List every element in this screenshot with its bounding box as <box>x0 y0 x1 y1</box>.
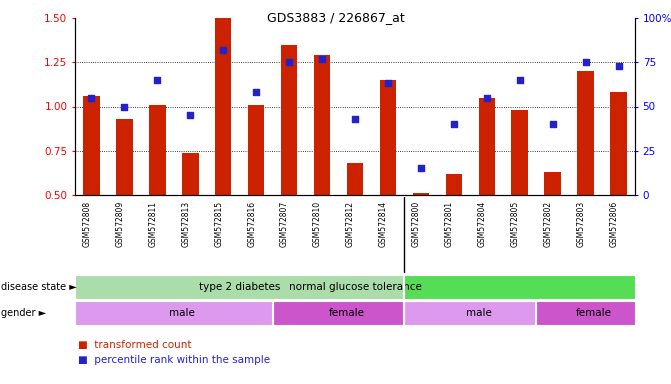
Point <box>251 89 262 95</box>
Bar <box>248 105 264 195</box>
Bar <box>75 301 272 325</box>
Bar <box>347 163 363 195</box>
Text: gender ►: gender ► <box>1 308 46 318</box>
Point <box>580 59 591 65</box>
Point <box>350 116 360 122</box>
Text: GSM572802: GSM572802 <box>544 201 553 247</box>
Text: GSM572801: GSM572801 <box>445 201 454 247</box>
Text: ■  percentile rank within the sample: ■ percentile rank within the sample <box>79 355 270 365</box>
Bar <box>511 110 528 195</box>
Bar <box>611 92 627 195</box>
Text: female: female <box>576 308 612 318</box>
Text: GSM572809: GSM572809 <box>115 201 124 247</box>
Text: GDS3883 / 226867_at: GDS3883 / 226867_at <box>266 12 405 25</box>
Point <box>613 63 624 69</box>
Point <box>515 77 525 83</box>
Point <box>119 103 130 109</box>
Text: disease state ►: disease state ► <box>1 282 77 292</box>
Bar <box>116 119 133 195</box>
Bar <box>446 174 462 195</box>
Text: normal glucose tolerance: normal glucose tolerance <box>289 282 421 292</box>
Point <box>185 112 196 118</box>
Text: male: male <box>169 308 195 318</box>
Text: GSM572815: GSM572815 <box>214 201 223 247</box>
Bar <box>75 275 405 299</box>
Bar <box>83 96 100 195</box>
Text: female: female <box>329 308 365 318</box>
Point <box>382 80 393 86</box>
Point <box>284 59 295 65</box>
Text: GSM572816: GSM572816 <box>247 201 256 247</box>
Text: GSM572814: GSM572814 <box>379 201 388 247</box>
Bar <box>478 98 495 195</box>
Text: GSM572803: GSM572803 <box>576 201 586 247</box>
Text: GSM572807: GSM572807 <box>280 201 289 247</box>
Point <box>415 166 426 172</box>
Text: GSM572812: GSM572812 <box>346 201 355 247</box>
Point <box>218 47 229 53</box>
Point <box>481 94 492 101</box>
Bar <box>536 301 635 325</box>
Bar <box>281 45 297 195</box>
Point <box>152 77 163 83</box>
Text: male: male <box>466 308 491 318</box>
Text: GSM572806: GSM572806 <box>609 201 619 247</box>
Bar <box>405 301 536 325</box>
Bar <box>405 275 635 299</box>
Text: ■  transformed count: ■ transformed count <box>79 340 192 350</box>
Point <box>548 121 558 127</box>
Bar <box>380 80 396 195</box>
Text: GSM572811: GSM572811 <box>148 201 158 247</box>
Bar <box>149 105 166 195</box>
Text: type 2 diabetes: type 2 diabetes <box>199 282 280 292</box>
Bar <box>413 193 429 195</box>
Bar <box>182 152 199 195</box>
Text: GSM572805: GSM572805 <box>511 201 520 247</box>
Bar <box>272 301 405 325</box>
Text: GSM572804: GSM572804 <box>478 201 486 247</box>
Bar <box>215 18 231 195</box>
Text: GSM572810: GSM572810 <box>313 201 322 247</box>
Bar <box>314 55 330 195</box>
Text: GSM572800: GSM572800 <box>412 201 421 247</box>
Text: GSM572808: GSM572808 <box>83 201 91 247</box>
Point <box>317 56 327 62</box>
Point <box>448 121 459 127</box>
Bar <box>577 71 594 195</box>
Bar <box>544 172 561 195</box>
Text: GSM572813: GSM572813 <box>181 201 191 247</box>
Point <box>86 94 97 101</box>
